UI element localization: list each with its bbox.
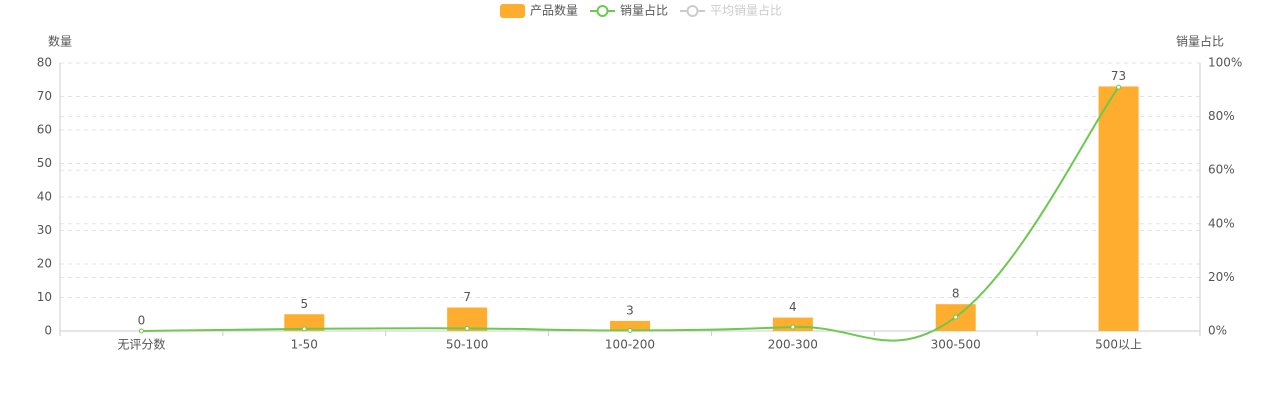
legend-swatch [596, 5, 609, 17]
line-point [301, 326, 307, 332]
bar [1098, 86, 1139, 331]
y-tick-label: 80 [37, 56, 52, 70]
line-point [1116, 84, 1122, 90]
legend-label: 产品数量 [530, 3, 578, 18]
line-point [790, 324, 796, 330]
y-tick-label: 0 [44, 324, 52, 338]
x-tick-label: 500以上 [1095, 338, 1142, 352]
y2-tick-label: 40% [1208, 216, 1235, 230]
y-tick-label: 60 [37, 123, 52, 137]
y2-tick-label: 60% [1208, 163, 1235, 177]
bar-value-label: 4 [789, 300, 797, 314]
y2-tick-label: 0% [1208, 324, 1227, 338]
y-tick-label: 10 [37, 290, 52, 304]
legend-swatch [686, 5, 699, 17]
y2-tick-label: 100% [1208, 56, 1242, 70]
x-tick-label: 300-500 [931, 338, 981, 352]
y2-tick-label: 80% [1208, 109, 1235, 123]
bar [610, 320, 650, 331]
x-tick-label: 1-50 [291, 338, 318, 352]
y-axis-title: 数量 [48, 34, 72, 49]
y-tick-label: 40 [37, 190, 52, 204]
x-tick-label: 200-300 [768, 338, 818, 352]
y2-tick-label: 20% [1208, 270, 1235, 284]
bar [284, 314, 325, 331]
bar-value-label: 0 [138, 314, 146, 328]
y2-axis-title: 销量占比 [1176, 34, 1224, 49]
y-tick-label: 70 [37, 89, 52, 103]
line-point [464, 325, 470, 331]
x-tick-label: 100-200 [605, 338, 655, 352]
x-tick-label: 无评分数 [117, 337, 165, 352]
legend-label: 销量占比 [620, 3, 668, 18]
bar-value-label: 8 [952, 287, 960, 301]
legend-swatch [500, 4, 525, 18]
bar-value-label: 5 [300, 297, 308, 311]
line-point [138, 328, 144, 334]
bar-value-label: 7 [463, 290, 471, 304]
line-point [627, 327, 633, 333]
x-tick-label: 50-100 [446, 338, 489, 352]
legend-label: 平均销量占比 [710, 3, 782, 18]
bar-value-label: 73 [1111, 69, 1126, 83]
bar-value-label: 3 [626, 303, 634, 317]
bar [447, 307, 488, 331]
line-point [953, 314, 959, 320]
y-tick-label: 30 [37, 223, 52, 237]
y-tick-label: 20 [37, 257, 52, 271]
y-tick-label: 50 [37, 156, 52, 170]
